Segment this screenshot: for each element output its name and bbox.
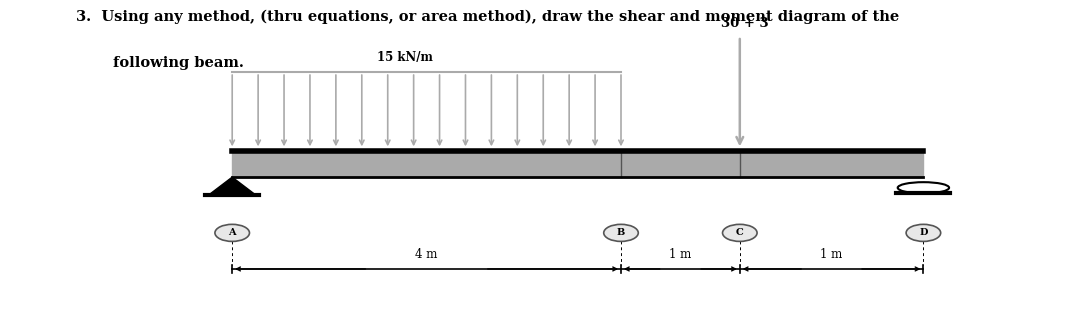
Text: 1 m: 1 m: [821, 248, 842, 261]
Polygon shape: [208, 177, 256, 195]
Text: A: A: [228, 228, 237, 237]
Text: D: D: [919, 228, 928, 237]
Text: C: C: [735, 228, 744, 237]
Bar: [232, 151, 923, 177]
Text: following beam.: following beam.: [113, 56, 244, 70]
Ellipse shape: [906, 224, 941, 241]
Ellipse shape: [215, 224, 249, 241]
Text: 1 m: 1 m: [670, 248, 691, 261]
Text: 3.  Using any method, (thru equations, or area method), draw the shear and momen: 3. Using any method, (thru equations, or…: [76, 10, 899, 24]
Text: 4 m: 4 m: [416, 248, 437, 261]
Text: 15 kN/m: 15 kN/m: [377, 51, 433, 64]
Text: B: B: [617, 228, 625, 237]
Ellipse shape: [723, 224, 757, 241]
Text: 30 + 3: 30 + 3: [721, 16, 769, 30]
Ellipse shape: [604, 224, 638, 241]
Ellipse shape: [897, 182, 949, 193]
